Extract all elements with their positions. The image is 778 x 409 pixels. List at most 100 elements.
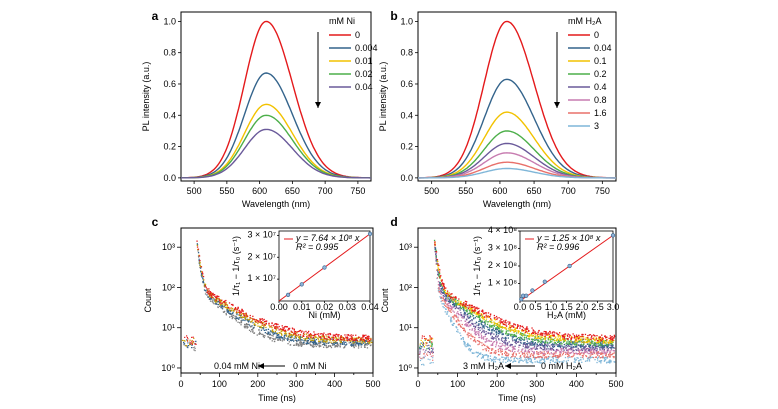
data-point xyxy=(533,333,536,335)
data-point xyxy=(481,354,483,356)
data-point xyxy=(610,348,613,350)
data-point xyxy=(525,356,528,358)
data-point xyxy=(566,352,568,354)
data-point xyxy=(246,315,249,317)
data-point xyxy=(582,341,584,343)
data-point xyxy=(558,339,560,341)
data-point xyxy=(184,336,186,338)
annotation-label: 0 mM H₂A xyxy=(541,361,582,371)
data-point xyxy=(281,337,283,339)
data-point xyxy=(482,343,485,345)
data-point xyxy=(502,323,504,325)
data-point xyxy=(292,328,294,330)
data-point xyxy=(583,346,585,348)
data-point xyxy=(246,315,248,318)
data-point xyxy=(489,324,491,326)
data-point xyxy=(204,285,206,287)
data-point xyxy=(329,332,331,335)
data-point xyxy=(260,321,263,323)
data-point xyxy=(450,296,452,298)
data-point xyxy=(500,321,502,324)
data-point xyxy=(368,341,371,343)
data-point xyxy=(445,300,447,302)
data-point xyxy=(463,314,465,316)
data-point xyxy=(356,337,358,339)
data-point xyxy=(315,345,317,348)
data-point xyxy=(463,307,465,309)
data-point xyxy=(265,323,267,325)
data-point xyxy=(309,341,312,343)
data-point xyxy=(339,342,341,344)
data-point xyxy=(367,338,370,341)
data-point xyxy=(534,342,536,344)
data-point xyxy=(503,341,505,344)
data-point xyxy=(212,302,214,304)
data-point xyxy=(597,352,599,355)
data-point xyxy=(247,326,249,328)
data-point xyxy=(280,335,282,338)
data-point xyxy=(422,342,424,344)
data-point xyxy=(605,352,607,354)
data-point xyxy=(315,333,317,336)
data-point xyxy=(515,339,517,342)
data-point xyxy=(283,337,285,339)
data-point xyxy=(289,339,292,341)
data-point xyxy=(318,342,321,344)
data-point xyxy=(567,345,569,348)
data-point xyxy=(283,336,285,338)
data-point xyxy=(430,347,432,349)
data-point xyxy=(474,329,476,331)
data-point xyxy=(567,339,569,341)
data-point xyxy=(519,339,521,341)
data-point xyxy=(590,349,592,351)
data-point xyxy=(523,355,525,357)
data-point xyxy=(240,317,242,319)
data-point xyxy=(241,319,243,321)
data-point xyxy=(300,331,303,333)
data-point xyxy=(603,349,605,352)
data-point xyxy=(312,336,314,339)
data-point xyxy=(532,335,535,337)
data-point xyxy=(553,335,555,337)
data-point xyxy=(268,334,270,336)
x-axis-label: Time (ns) xyxy=(498,393,536,403)
data-point xyxy=(334,342,336,344)
data-point xyxy=(478,353,480,355)
data-point xyxy=(613,334,615,336)
data-point xyxy=(296,344,298,346)
data-point xyxy=(472,315,474,317)
data-point xyxy=(544,341,546,344)
data-point xyxy=(574,346,576,348)
data-point xyxy=(458,320,460,322)
data-point xyxy=(215,302,217,304)
data-point xyxy=(368,340,371,342)
data-point xyxy=(510,343,512,346)
data-point xyxy=(556,333,558,335)
data-point xyxy=(443,299,445,301)
data-point xyxy=(528,342,531,344)
data-point xyxy=(322,341,324,343)
data-point xyxy=(544,361,546,363)
data-point xyxy=(288,336,290,338)
data-point xyxy=(525,336,527,338)
data-point xyxy=(498,332,500,335)
data-point xyxy=(598,355,600,357)
data-point xyxy=(364,344,366,346)
data-point xyxy=(560,355,562,357)
data-point xyxy=(366,343,368,345)
data-point xyxy=(598,340,600,342)
legend-entry: 0.01 xyxy=(355,56,373,66)
data-point xyxy=(489,316,491,318)
data-point xyxy=(543,362,545,364)
data-point xyxy=(453,315,455,317)
data-point xyxy=(496,325,499,328)
data-point xyxy=(564,351,567,353)
data-point xyxy=(315,342,317,344)
data-point xyxy=(465,346,467,348)
data-point xyxy=(313,337,316,339)
data-point xyxy=(214,295,216,297)
data-point xyxy=(589,355,591,357)
data-point xyxy=(584,347,586,349)
data-point xyxy=(463,315,465,318)
data-point xyxy=(447,309,450,311)
